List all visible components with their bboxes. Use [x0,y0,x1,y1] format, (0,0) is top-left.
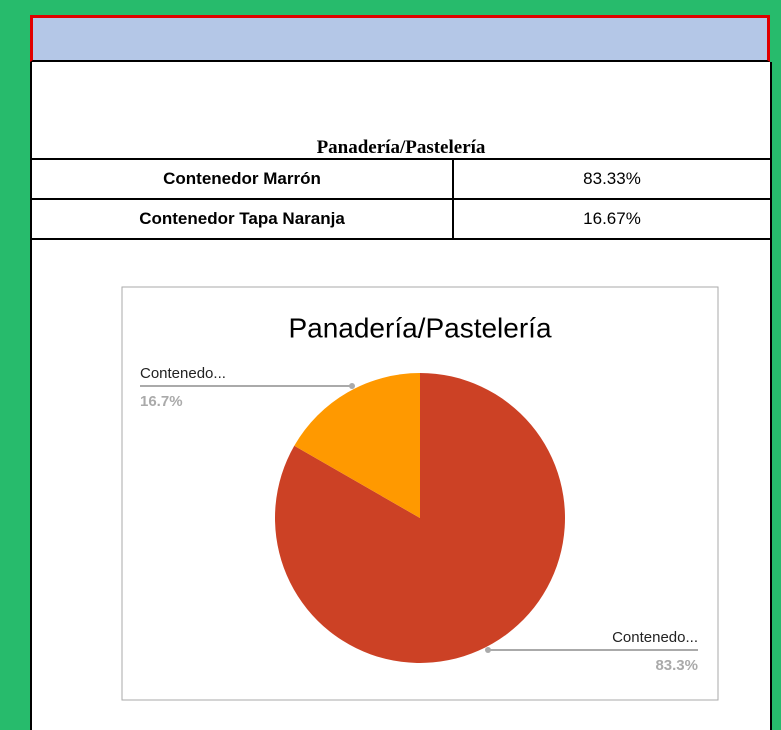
pie-slice [274,373,565,663]
slice-value: 16.7% [140,393,183,410]
slice-label: Contenedo... [612,629,698,646]
leader-dot [485,647,491,653]
chart-title: Panadería/Pastelería [288,312,551,343]
cell: 16.67% [452,198,770,240]
cell: 83.33% [452,158,770,200]
pie-slice [294,373,420,518]
slice-value: 83.3% [655,657,698,674]
leader-dot [349,383,355,389]
slice-label: Contenedo... [140,365,226,382]
row: Contenedor Tapa Naranja 16.67% [32,198,770,240]
content: Panadería/Pastelería Contenedor Marrón 83… [30,62,772,730]
header-band [30,15,770,62]
row: Contenedor Marrón 83.33% [32,158,770,200]
table-title: Panadería/Pastelería [316,137,486,158]
cell: Contenedor Tapa Naranja [32,198,454,240]
cell: Contenedor Marrón [32,158,454,200]
table: Contenedor Marrón 83.33% Contenedor Tapa … [32,158,770,240]
